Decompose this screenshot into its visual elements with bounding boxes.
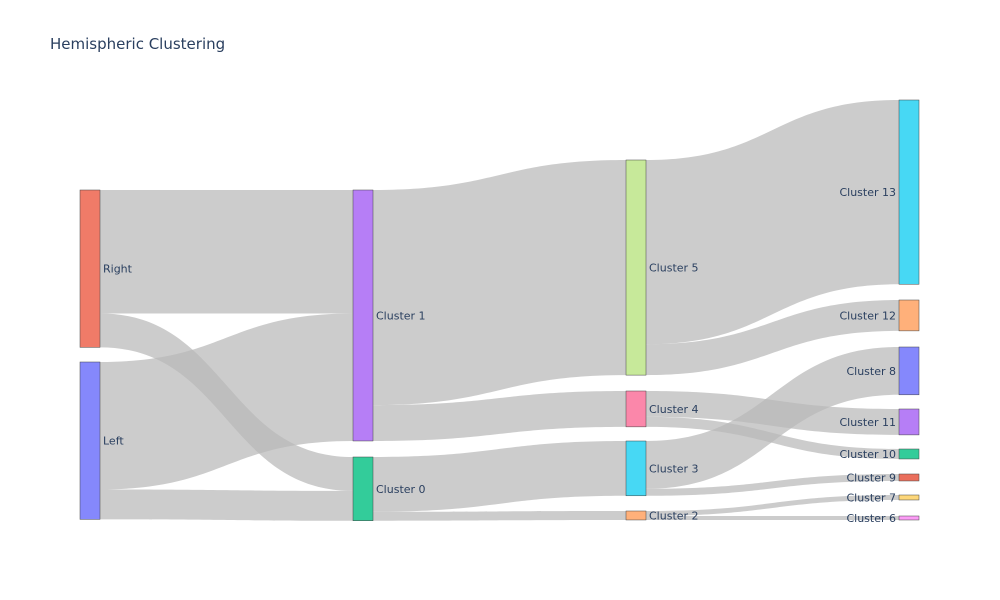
links-layer	[100, 100, 899, 521]
node-right[interactable]	[79, 189, 101, 348]
node-label-cluster-12: Cluster 12	[839, 309, 896, 322]
node-cluster-9[interactable]	[898, 473, 920, 482]
chart-title: Hemispheric Clustering	[50, 35, 226, 53]
link-left-to-cluster-0[interactable]	[100, 489, 353, 521]
node-cluster-11[interactable]	[898, 408, 920, 436]
node-cluster-0[interactable]	[352, 456, 374, 521]
link-cluster-1-to-cluster-5[interactable]	[373, 160, 626, 406]
link-cluster-3-to-cluster-8[interactable]	[646, 347, 899, 489]
link-cluster-3-to-cluster-9[interactable]	[646, 474, 899, 496]
node-cluster-10[interactable]	[898, 448, 920, 460]
node-cluster-13[interactable]	[898, 99, 920, 285]
node-label-cluster-1: Cluster 1	[376, 309, 426, 322]
node-cluster-8[interactable]	[898, 346, 920, 396]
node-label-cluster-3: Cluster 3	[649, 462, 699, 475]
link-right-to-cluster-1[interactable]	[100, 190, 353, 314]
node-label-cluster-9: Cluster 9	[846, 471, 896, 484]
node-left[interactable]	[79, 361, 101, 520]
link-cluster-5-to-cluster-12[interactable]	[646, 300, 899, 376]
node-cluster-1[interactable]	[352, 189, 374, 442]
node-label-cluster-13: Cluster 13	[839, 186, 896, 199]
node-label-cluster-4: Cluster 4	[649, 403, 699, 416]
link-cluster-0-to-cluster-3[interactable]	[373, 441, 626, 512]
link-cluster-5-to-cluster-13[interactable]	[646, 100, 899, 345]
node-cluster-4[interactable]	[625, 390, 647, 428]
node-label-cluster-10: Cluster 10	[839, 448, 896, 461]
node-label-cluster-0: Cluster 0	[376, 483, 426, 496]
node-label-cluster-6: Cluster 6	[846, 512, 896, 525]
node-label-cluster-2: Cluster 2	[649, 509, 699, 522]
node-label-cluster-7: Cluster 7	[846, 491, 896, 504]
link-cluster-2-to-cluster-6[interactable]	[646, 515, 899, 520]
node-label-right: Right	[103, 263, 133, 276]
link-cluster-0-to-cluster-2[interactable]	[373, 511, 626, 521]
node-label-cluster-8: Cluster 8	[846, 365, 896, 378]
nodes-layer	[79, 99, 920, 521]
node-cluster-2[interactable]	[625, 510, 647, 521]
node-cluster-3[interactable]	[625, 440, 647, 497]
link-cluster-2-to-cluster-7[interactable]	[646, 495, 899, 516]
node-cluster-7[interactable]	[898, 494, 920, 501]
node-cluster-6[interactable]	[898, 515, 920, 521]
node-cluster-12[interactable]	[898, 299, 920, 332]
node-label-left: Left	[103, 435, 124, 448]
link-left-to-cluster-1[interactable]	[100, 313, 353, 490]
node-label-cluster-5: Cluster 5	[649, 262, 699, 275]
link-cluster-1-to-cluster-4[interactable]	[373, 391, 626, 441]
node-label-cluster-11: Cluster 11	[839, 416, 896, 429]
node-cluster-5[interactable]	[625, 159, 647, 376]
labels-layer: Right Left Cluster 1 Cluster 0 Cluster 5 Clus…	[103, 186, 896, 525]
